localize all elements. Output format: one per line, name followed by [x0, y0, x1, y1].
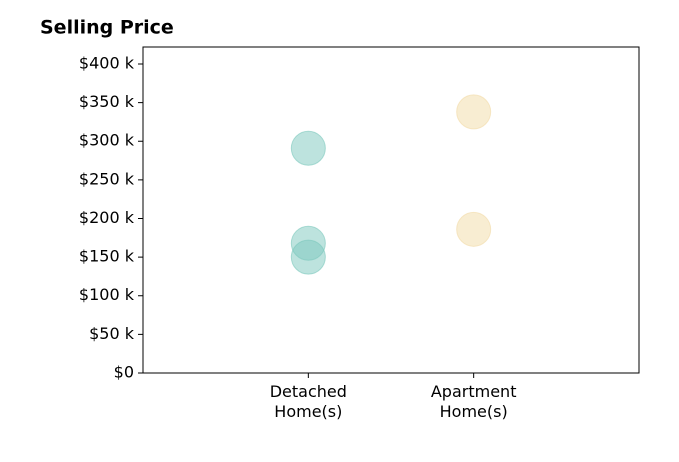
point	[290, 130, 326, 166]
y-tick-label: $250 k	[79, 169, 135, 188]
point	[456, 94, 492, 130]
x-tick-label: Detached Home(s)	[270, 382, 347, 421]
plot-frame	[142, 46, 640, 374]
chart-title: Selling Price	[40, 17, 174, 39]
point	[290, 239, 326, 275]
y-tick-label: $0	[114, 363, 134, 382]
point	[456, 211, 492, 247]
x-tick-label: Apartment Home(s)	[431, 382, 517, 421]
y-tick-label: $300 k	[79, 131, 135, 150]
y-tick-label: $150 k	[79, 247, 135, 266]
y-tick-label: $400 k	[79, 53, 135, 72]
y-tick-label: $100 k	[79, 285, 135, 304]
y-tick-label: $50 k	[89, 324, 135, 343]
y-tick-label: $350 k	[79, 92, 135, 111]
y-tick-label: $200 k	[79, 208, 135, 227]
